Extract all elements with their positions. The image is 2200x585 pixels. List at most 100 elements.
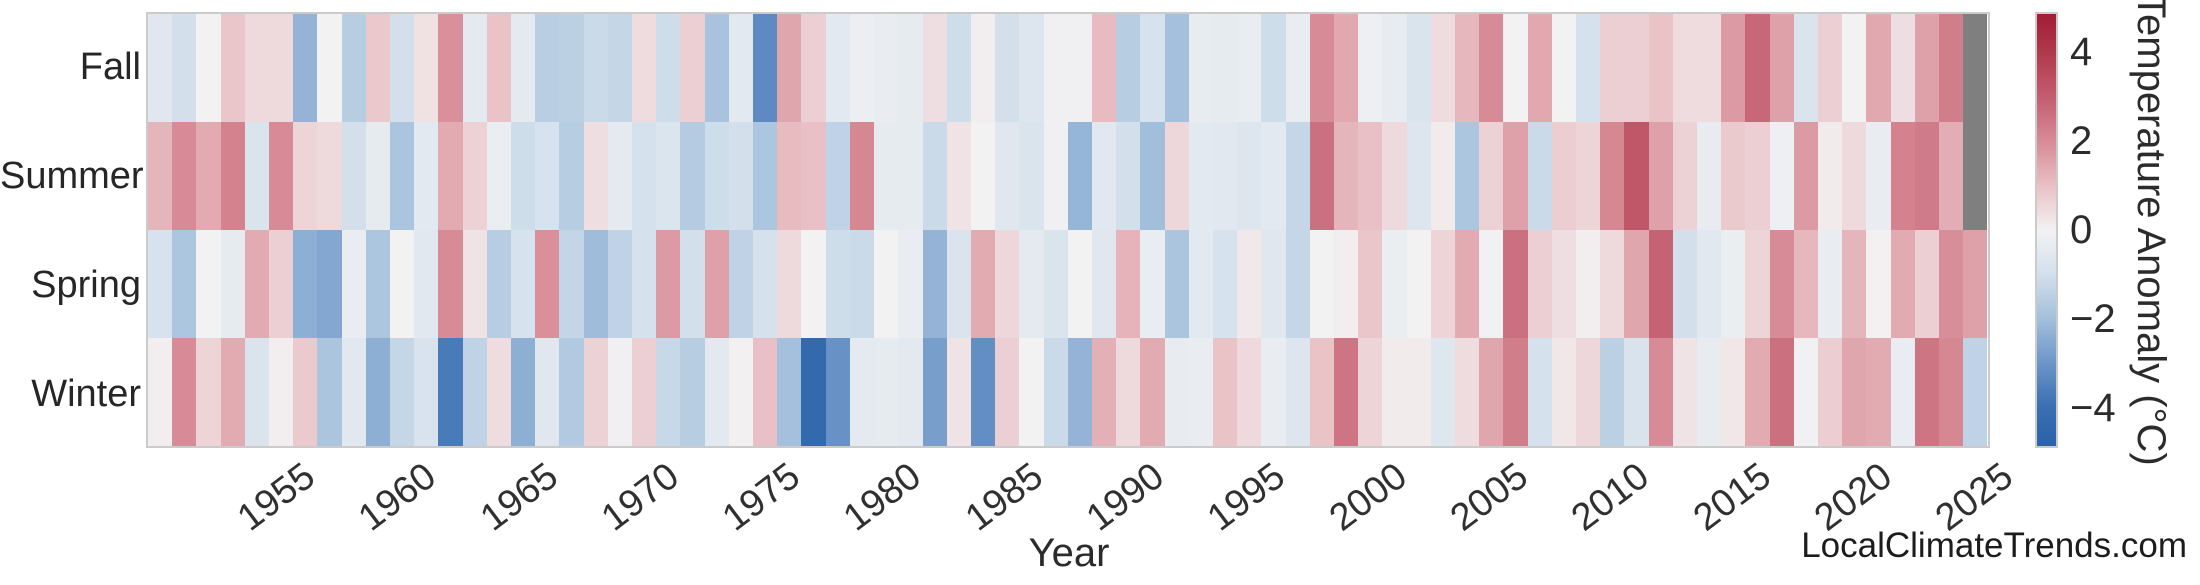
- row-label-winter: Winter: [31, 372, 141, 415]
- colorbar-tick-label: −4: [2070, 385, 2116, 430]
- x-tick-label: 1995: [1200, 455, 1294, 540]
- heatmap-cell: [995, 338, 1020, 446]
- heatmap-cell: [1261, 14, 1286, 122]
- heatmap-cell: [1019, 230, 1044, 338]
- heatmap-cell: [1793, 122, 1819, 230]
- heatmap-cell: [1769, 230, 1794, 338]
- heatmap-cell: [1697, 14, 1722, 122]
- heatmap-cell: [1624, 230, 1649, 338]
- heatmap-cell: [414, 14, 439, 122]
- heatmap-cell: [1333, 230, 1359, 338]
- heatmap-cell: [462, 122, 487, 230]
- heatmap-cell: [1866, 230, 1891, 338]
- heatmap-cell: [1454, 338, 1480, 446]
- heatmap-cell: [1116, 14, 1141, 122]
- heatmap-cell: [172, 122, 197, 230]
- heatmap-cell: [341, 122, 366, 230]
- heatmap-cell: [704, 122, 729, 230]
- heatmap-cell: [922, 338, 947, 446]
- heatmap-cell: [1285, 338, 1310, 446]
- heatmap-cell: [317, 122, 342, 230]
- heatmap-cell: [1188, 14, 1213, 122]
- heatmap-cell: [1551, 338, 1576, 446]
- heatmap-cell: [244, 14, 270, 122]
- heatmap-cell: [898, 230, 923, 338]
- heatmap-cell: [922, 230, 947, 338]
- heatmap-cell: [1309, 338, 1334, 446]
- heatmap-cell: [777, 122, 802, 230]
- heatmap-cell: [1866, 14, 1891, 122]
- heatmap-cell: [1067, 122, 1092, 230]
- heatmap-cell: [801, 14, 826, 122]
- heatmap-cell: [632, 230, 657, 338]
- x-tick-label: 1980: [836, 455, 930, 540]
- heatmap-cell: [801, 122, 826, 230]
- heatmap-cell: [365, 230, 391, 338]
- heatmap-cell: [1019, 14, 1044, 122]
- heatmap-cell: [1769, 338, 1794, 446]
- heatmap-plot-area: [146, 12, 1990, 448]
- heatmap-cell: [1914, 14, 1940, 122]
- heatmap-cell: [1503, 338, 1528, 446]
- heatmap-cell: [269, 122, 294, 230]
- heatmap-cell: [946, 122, 971, 230]
- heatmap-cell: [874, 14, 899, 122]
- heatmap-cell: [1624, 14, 1649, 122]
- heatmap-cell: [1866, 122, 1891, 230]
- heatmap-cell: [390, 338, 415, 446]
- heatmap-cell: [1624, 122, 1649, 230]
- heatmap-cell: [898, 122, 923, 230]
- heatmap-cell: [269, 14, 294, 122]
- heatmap-cell: [172, 230, 197, 338]
- heatmap-cell: [1430, 14, 1455, 122]
- heatmap-cell: [1600, 122, 1625, 230]
- heatmap-cell: [1043, 230, 1068, 338]
- x-tick-label: 1960: [351, 455, 445, 540]
- heatmap-cell: [1600, 338, 1625, 446]
- heatmap-cell: [1866, 338, 1891, 446]
- heatmap-cell: [365, 338, 391, 446]
- heatmap-cell: [1939, 14, 1964, 122]
- heatmap-cell: [269, 338, 294, 446]
- heatmap-cell: [995, 122, 1020, 230]
- heatmap-cell: [1842, 122, 1867, 230]
- heatmap-cell: [1793, 338, 1819, 446]
- heatmap-cell: [1140, 14, 1165, 122]
- heatmap-cell: [1914, 122, 1940, 230]
- heatmap-cell: [1648, 14, 1673, 122]
- heatmap-cell: [1721, 14, 1746, 122]
- heatmap-cell: [1261, 122, 1286, 230]
- heatmap-cell: [583, 230, 608, 338]
- heatmap-cell: [1648, 230, 1673, 338]
- heatmap-cell: [946, 14, 971, 122]
- heatmap-cell: [656, 122, 681, 230]
- watermark-text: LocalClimateTrends.com: [1801, 526, 2187, 565]
- heatmap-cell: [1745, 338, 1770, 446]
- heatmap-cell: [1600, 14, 1625, 122]
- heatmap-cell: [486, 338, 512, 446]
- heatmap-cell: [1697, 338, 1722, 446]
- heatmap-cell: [1309, 122, 1334, 230]
- heatmap-cell: [1818, 122, 1843, 230]
- heatmap-cell: [1019, 338, 1044, 446]
- heatmap-cell: [1914, 338, 1940, 446]
- heatmap-cell: [704, 230, 729, 338]
- heatmap-cell: [1164, 230, 1189, 338]
- heatmap-cell: [825, 338, 850, 446]
- heatmap-cell: [1188, 122, 1213, 230]
- heatmap-cell: [849, 338, 875, 446]
- heatmap-cell: [1406, 122, 1431, 230]
- heatmap-cell: [1333, 14, 1359, 122]
- heatmap-cell: [1697, 122, 1722, 230]
- x-tick-label: 1975: [715, 455, 808, 540]
- heatmap-cell: [1430, 230, 1455, 338]
- heatmap-cell: [1091, 230, 1117, 338]
- heatmap-cell: [511, 122, 536, 230]
- heatmap-cell: [148, 230, 173, 338]
- heatmap-cell: [462, 14, 487, 122]
- heatmap-cell: [680, 122, 705, 230]
- heatmap-cell: [1575, 14, 1601, 122]
- heatmap-cell: [1551, 122, 1576, 230]
- heatmap-cell: [1575, 230, 1601, 338]
- heatmap-cell: [1140, 230, 1165, 338]
